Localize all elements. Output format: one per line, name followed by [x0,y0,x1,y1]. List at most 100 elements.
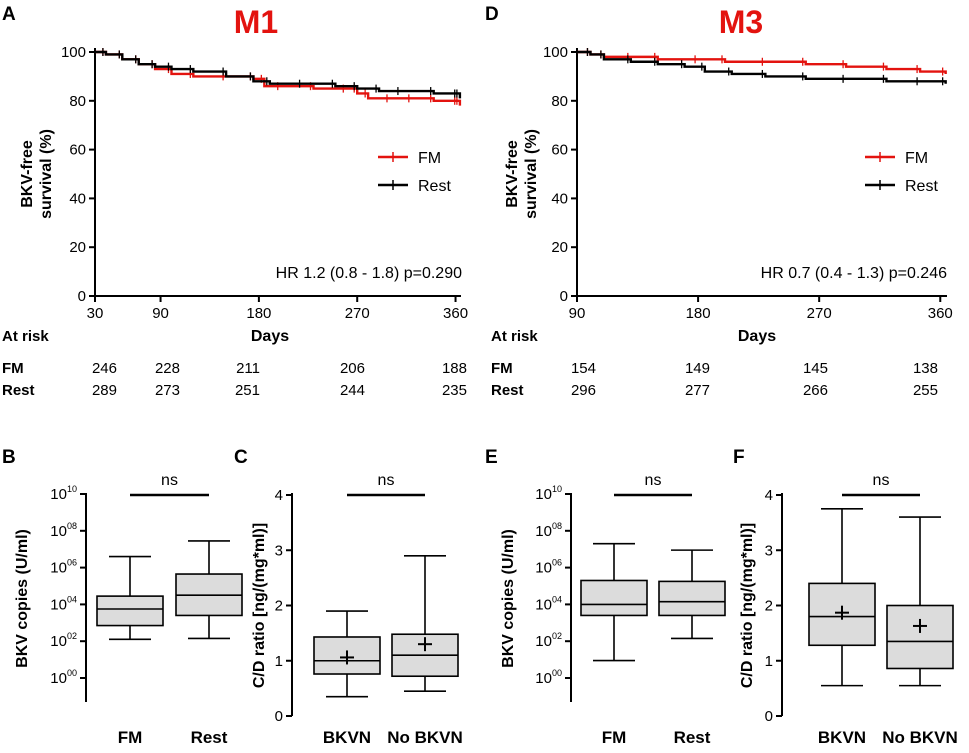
x-tick-label: 360 [443,305,468,322]
survival-line-fm [95,50,462,106]
category-label-bkvn: BKVN [818,728,866,747]
tick-base: 10 [50,633,67,650]
at-risk-header-d: At risk [491,328,538,345]
survival-line-fm [577,50,947,74]
tick-base: 10 [50,560,67,577]
x-tick-label: 90 [152,305,169,322]
box-bkvn [808,508,876,687]
tick-exponent: 06 [552,558,562,568]
at-risk-count: 289 [92,382,117,399]
tick-exponent: 04 [552,594,562,604]
y-axis-label-c: C/D ratio [ng/(mg*ml)] [251,523,268,688]
at-risk-label-rest: Rest [2,382,35,399]
y-tick-label: 100 [543,44,568,61]
at-risk-count: 228 [155,360,180,377]
significance-label-f: ns [873,472,890,489]
hazard-ratio-annotation-d: HR 0.7 (0.4 - 1.3) p=0.246 [761,265,947,282]
tick-base: 10 [50,670,67,687]
y-tick-label: 4 [765,487,773,504]
tick-base: 10 [535,486,552,503]
category-label-fm: FM [118,728,143,747]
box-fm [580,542,648,662]
tick-exponent: 08 [67,521,77,531]
y-tick-label: 3 [765,542,773,559]
at-risk-count: 296 [571,382,596,399]
tick-exponent: 02 [552,631,562,641]
panel-title-d: M3 [719,4,763,40]
tick-base: 10 [50,596,67,613]
y-tick-label: 1002 [50,631,77,650]
x-tick-label: 90 [569,305,586,322]
x-tick-label: 270 [807,305,832,322]
box-fm [96,555,164,641]
panel-label-c: C [234,447,248,468]
tick-exponent: 04 [67,594,77,604]
box-rest [175,540,243,640]
y-tick-label: 2 [765,598,773,615]
y-axis-label-line: survival (%) [523,129,540,219]
significance-label-b: ns [161,472,178,489]
box-iqr [96,595,164,627]
at-risk-count: 145 [803,360,828,377]
at-risk-count: 206 [340,360,365,377]
legend-label-rest: Rest [905,178,938,195]
y-tick-label: 1010 [535,484,562,503]
y-tick-label: 1004 [535,594,562,613]
x-tick-label: 180 [686,305,711,322]
panel-label-f: F [733,447,745,468]
at-risk-count: 235 [442,382,467,399]
y-tick-label: 1006 [535,558,562,577]
y-tick-label: 0 [275,708,283,725]
at-risk-label-fm: FM [491,360,513,377]
tick-base: 10 [535,596,552,613]
category-label-bkvn: BKVN [323,728,371,747]
at-risk-count: 266 [803,382,828,399]
y-tick-label: 20 [69,239,86,256]
category-label-no-bkvn: No BKVN [882,728,958,747]
y-tick-label: 80 [551,93,568,110]
y-axis-label-line: survival (%) [38,129,55,219]
box-iqr [658,580,726,617]
y-tick-label: 60 [551,142,568,159]
at-risk-count: 244 [340,382,365,399]
tick-exponent: 08 [552,521,562,531]
y-tick-label: 1010 [50,484,77,503]
at-risk-header-a: At risk [2,328,49,345]
box-no-bkvn [886,516,954,687]
category-label-fm: FM [602,728,627,747]
box-iqr [886,604,954,670]
x-tick-label: 180 [246,305,271,322]
y-axis-label-d: BKV-free survival (%) [504,129,540,219]
box-bkvn [313,610,381,698]
survival-line-rest [577,50,947,84]
y-tick-label: 1008 [535,521,562,540]
box-no-bkvn [391,554,459,692]
box-iqr [313,636,381,675]
tick-exponent: 02 [67,631,77,641]
legend-label-fm: FM [418,150,441,167]
y-tick-label: 1002 [535,631,562,650]
y-axis-label-line: BKV-free [19,140,36,208]
box-rest [658,549,726,640]
at-risk-count: 149 [685,360,710,377]
tick-exponent: 10 [552,484,562,494]
panel-label-d: D [485,4,499,25]
tick-base: 10 [535,670,552,687]
at-risk-count: 188 [442,360,467,377]
significance-label-c: ns [378,472,395,489]
at-risk-count: 154 [571,360,596,377]
y-tick-label: 40 [551,190,568,207]
y-tick-label: 1000 [50,668,77,687]
y-tick-label: 0 [78,288,86,305]
panel-title-a: M1 [234,4,278,40]
at-risk-count: 277 [685,382,710,399]
y-tick-label: 4 [275,487,283,504]
at-risk-count: 255 [913,382,938,399]
x-tick-label: 270 [345,305,370,322]
category-label-rest: Rest [191,728,228,747]
tick-base: 10 [50,486,67,503]
at-risk-label-fm: FM [2,360,24,377]
survival-line-rest [95,50,462,99]
y-tick-label: 3 [275,542,283,559]
